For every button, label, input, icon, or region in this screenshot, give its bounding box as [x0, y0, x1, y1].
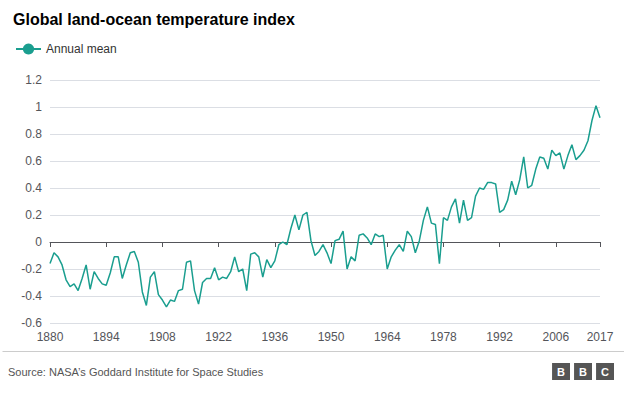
svg-text:0.4: 0.4 [25, 181, 42, 195]
svg-text:1894: 1894 [93, 330, 120, 344]
svg-text:1950: 1950 [318, 330, 345, 344]
svg-text:Source: NASA’s Goddard Institu: Source: NASA’s Goddard Institute for Spa… [8, 366, 264, 378]
svg-text:Annual mean: Annual mean [46, 42, 117, 56]
svg-text:1992: 1992 [486, 330, 513, 344]
svg-text:1.2: 1.2 [25, 73, 42, 87]
svg-text:0: 0 [35, 235, 42, 249]
svg-text:0.6: 0.6 [25, 154, 42, 168]
svg-text:C: C [601, 366, 609, 378]
svg-text:B: B [579, 366, 587, 378]
svg-text:1880: 1880 [37, 330, 64, 344]
svg-text:1922: 1922 [205, 330, 232, 344]
svg-text:2017: 2017 [587, 330, 614, 344]
svg-text:1978: 1978 [430, 330, 457, 344]
svg-text:-0.2: -0.2 [21, 262, 42, 276]
svg-text:B: B [557, 366, 565, 378]
svg-text:-0.6: -0.6 [21, 316, 42, 330]
svg-text:0.2: 0.2 [25, 208, 42, 222]
svg-text:1: 1 [35, 100, 42, 114]
svg-text:2006: 2006 [542, 330, 569, 344]
svg-text:0.8: 0.8 [25, 127, 42, 141]
svg-text:-0.4: -0.4 [21, 289, 42, 303]
svg-text:Global land-ocean temperature: Global land-ocean temperature index [13, 11, 295, 28]
svg-text:1936: 1936 [261, 330, 288, 344]
svg-text:1964: 1964 [374, 330, 401, 344]
svg-text:1908: 1908 [149, 330, 176, 344]
